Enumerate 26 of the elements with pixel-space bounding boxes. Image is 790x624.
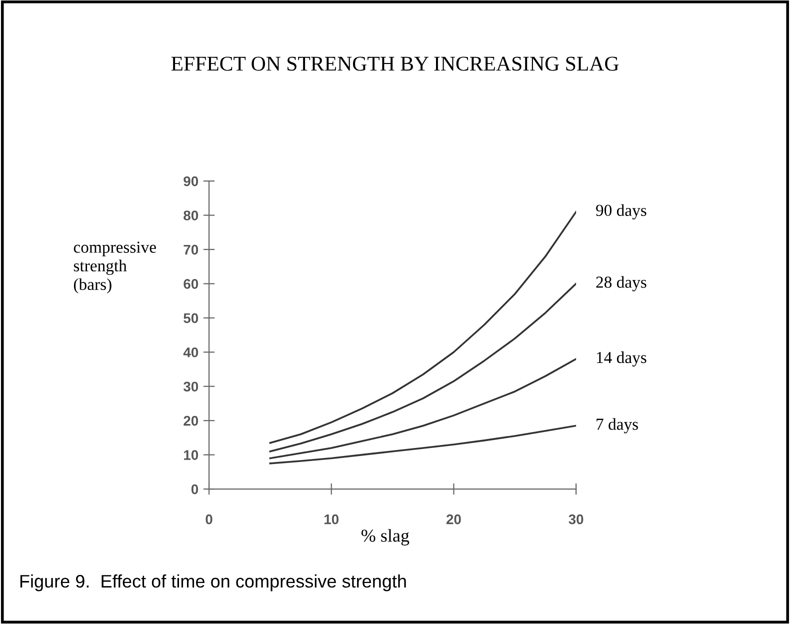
- y-tick-label: 30: [183, 382, 198, 392]
- series-label: 14 days: [596, 351, 646, 367]
- line-series: [269, 282, 576, 452]
- y-axis-title: compressive strength (bars): [74, 242, 156, 294]
- y-tick-label: 0: [191, 484, 198, 494]
- x-tick-label: 10: [324, 514, 339, 524]
- y-tick-label: 40: [183, 347, 198, 358]
- caption: Figure 9. Effect of time on compressive strength: [20, 574, 406, 592]
- y-tick-label: 70: [184, 244, 198, 255]
- series-label: 7 days: [596, 418, 638, 434]
- line-series: [269, 210, 576, 444]
- y-tick-label: 20: [184, 416, 198, 426]
- series-label: 90 days: [596, 204, 646, 220]
- y-tick-label: 10: [184, 450, 198, 460]
- chart-title: EFFECT ON STRENGTH BY INCREASING SLAG: [171, 56, 619, 71]
- y-tick-label: 80: [184, 210, 198, 220]
- x-tick-label: 0: [206, 514, 212, 524]
- line-series: [269, 358, 576, 460]
- y-tick-label: 60: [184, 279, 198, 289]
- x-axis-title: % slag: [362, 529, 410, 546]
- series-label: 28 days: [596, 276, 646, 292]
- x-tick-label: 20: [446, 514, 461, 524]
- y-tick-label: 50: [184, 313, 198, 324]
- x-tick-label: 30: [568, 514, 584, 524]
- line-series: [269, 424, 576, 464]
- y-tick-label: 90: [184, 176, 198, 186]
